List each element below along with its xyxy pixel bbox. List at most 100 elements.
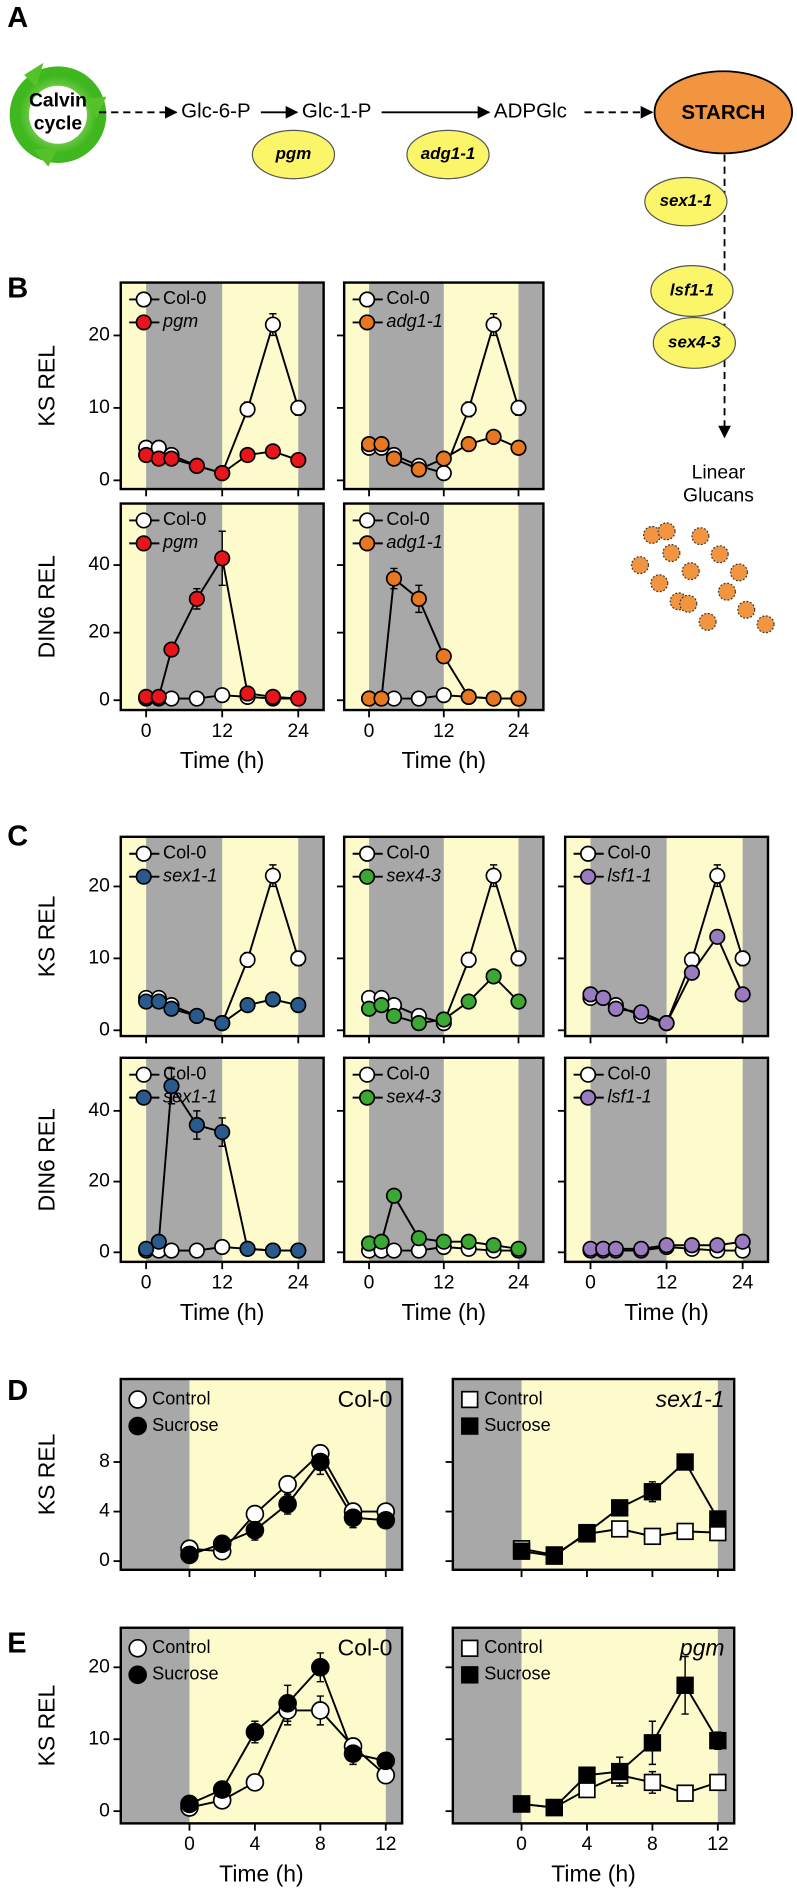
dark-period (298, 1057, 324, 1262)
glucan-dots (630, 522, 775, 634)
pathway-diagram: Calvin cycle Glc-6-P Glc-1-P ADPGlc STAR… (9, 62, 794, 634)
dark-period (742, 836, 769, 1037)
marker (512, 1542, 531, 1560)
marker (460, 951, 477, 968)
y-tick-label: 0 (99, 1241, 110, 1262)
glucan-dot (679, 594, 698, 613)
legend-marker (359, 291, 376, 308)
marker (278, 1494, 297, 1514)
dark-period (120, 1379, 190, 1570)
y-axis-label: DIN6 REL (33, 1108, 59, 1211)
marker (163, 1078, 180, 1095)
marker (290, 997, 307, 1014)
chart-title: Col-0 (338, 1635, 393, 1661)
legend-marker (359, 1066, 376, 1083)
marker (435, 1011, 452, 1028)
marker (180, 1545, 199, 1565)
marker (610, 1499, 629, 1517)
legend-label: Control (152, 1637, 210, 1657)
legend-marker (135, 512, 152, 529)
glucan-dot (662, 543, 681, 563)
marker (385, 1007, 403, 1025)
marker (163, 641, 180, 658)
legend-marker (359, 1089, 376, 1106)
plot-frame (342, 502, 545, 712)
legend-label: Col-0 (386, 843, 429, 863)
marker (311, 1658, 330, 1677)
x-axis-label: Time (h) (219, 1860, 304, 1886)
enzyme-node (251, 129, 336, 180)
marker (343, 1744, 363, 1763)
y-axis-label: KS REL (33, 896, 59, 978)
legend-label: Col-0 (386, 509, 429, 529)
panel-label: B (7, 272, 28, 304)
metabolite: Glc-6-P (181, 100, 251, 123)
marker (373, 690, 390, 707)
marker (512, 1795, 531, 1813)
marker (245, 1504, 265, 1524)
glucan-dot (737, 600, 756, 619)
marker (343, 1508, 363, 1528)
marker (188, 1007, 205, 1025)
product-label: Linear (692, 462, 746, 483)
marker (180, 1794, 199, 1814)
marker (510, 993, 527, 1010)
x-tick-label: 0 (364, 721, 375, 742)
legend-marker (128, 1665, 147, 1685)
legend-label: Sucrose (484, 1415, 550, 1435)
legend-marker (579, 1066, 597, 1083)
plot-frame (119, 502, 325, 712)
marker (239, 1240, 256, 1257)
legend-label: adg1-1 (386, 311, 442, 331)
marker (188, 1116, 205, 1134)
metabolite: ADPGlc (494, 100, 567, 123)
y-tick-label: 0 (99, 469, 110, 490)
marker (373, 997, 390, 1014)
marker (510, 690, 527, 707)
x-tick-label: 24 (732, 1273, 754, 1294)
legend-label: sex4-3 (386, 1086, 440, 1106)
chart: 0 4 8 KS REL Col-0 Control Sucrose (33, 1377, 404, 1578)
plot-frame (119, 1626, 404, 1825)
glucan-dot (756, 615, 775, 634)
x-tick-label: 24 (288, 721, 310, 742)
marker (709, 1731, 727, 1750)
marker (709, 1237, 726, 1254)
marker (245, 1773, 265, 1792)
x-axis-label: Time (h) (402, 747, 487, 773)
marker (239, 446, 256, 464)
legend-label: Control (484, 1637, 542, 1657)
marker (595, 989, 612, 1007)
marker (545, 1798, 563, 1817)
chart: 0 10 20 KS REL Col-0 pgm (33, 281, 325, 497)
legend-label: Col-0 (163, 288, 206, 308)
legend-label: sex4-3 (386, 865, 440, 885)
legend-label: pgm (162, 532, 198, 552)
legend-marker (128, 1638, 147, 1658)
legend-label: Col-0 (386, 1063, 429, 1083)
marker (245, 1722, 265, 1742)
marker (485, 867, 502, 884)
marker (460, 436, 477, 453)
marker (214, 1123, 231, 1141)
calvin-cycle-icon: Calvin cycle (9, 62, 107, 167)
x-tick-label: 0 (516, 1834, 527, 1855)
marker (188, 1242, 205, 1259)
legend-marker (135, 314, 152, 331)
glucan-dot (698, 612, 717, 631)
marker (610, 1762, 629, 1781)
x-tick-label: 12 (707, 1834, 728, 1855)
marker (150, 688, 167, 705)
marker (188, 690, 205, 707)
enzyme-node (406, 129, 490, 180)
marker (212, 1780, 232, 1799)
marker (385, 450, 403, 467)
marker (410, 1015, 427, 1032)
y-tick-label: 20 (88, 876, 109, 897)
enzyme-node (644, 176, 728, 227)
dark-period (369, 1057, 444, 1262)
marker (385, 1242, 403, 1259)
y-tick-label: 0 (99, 1550, 110, 1571)
